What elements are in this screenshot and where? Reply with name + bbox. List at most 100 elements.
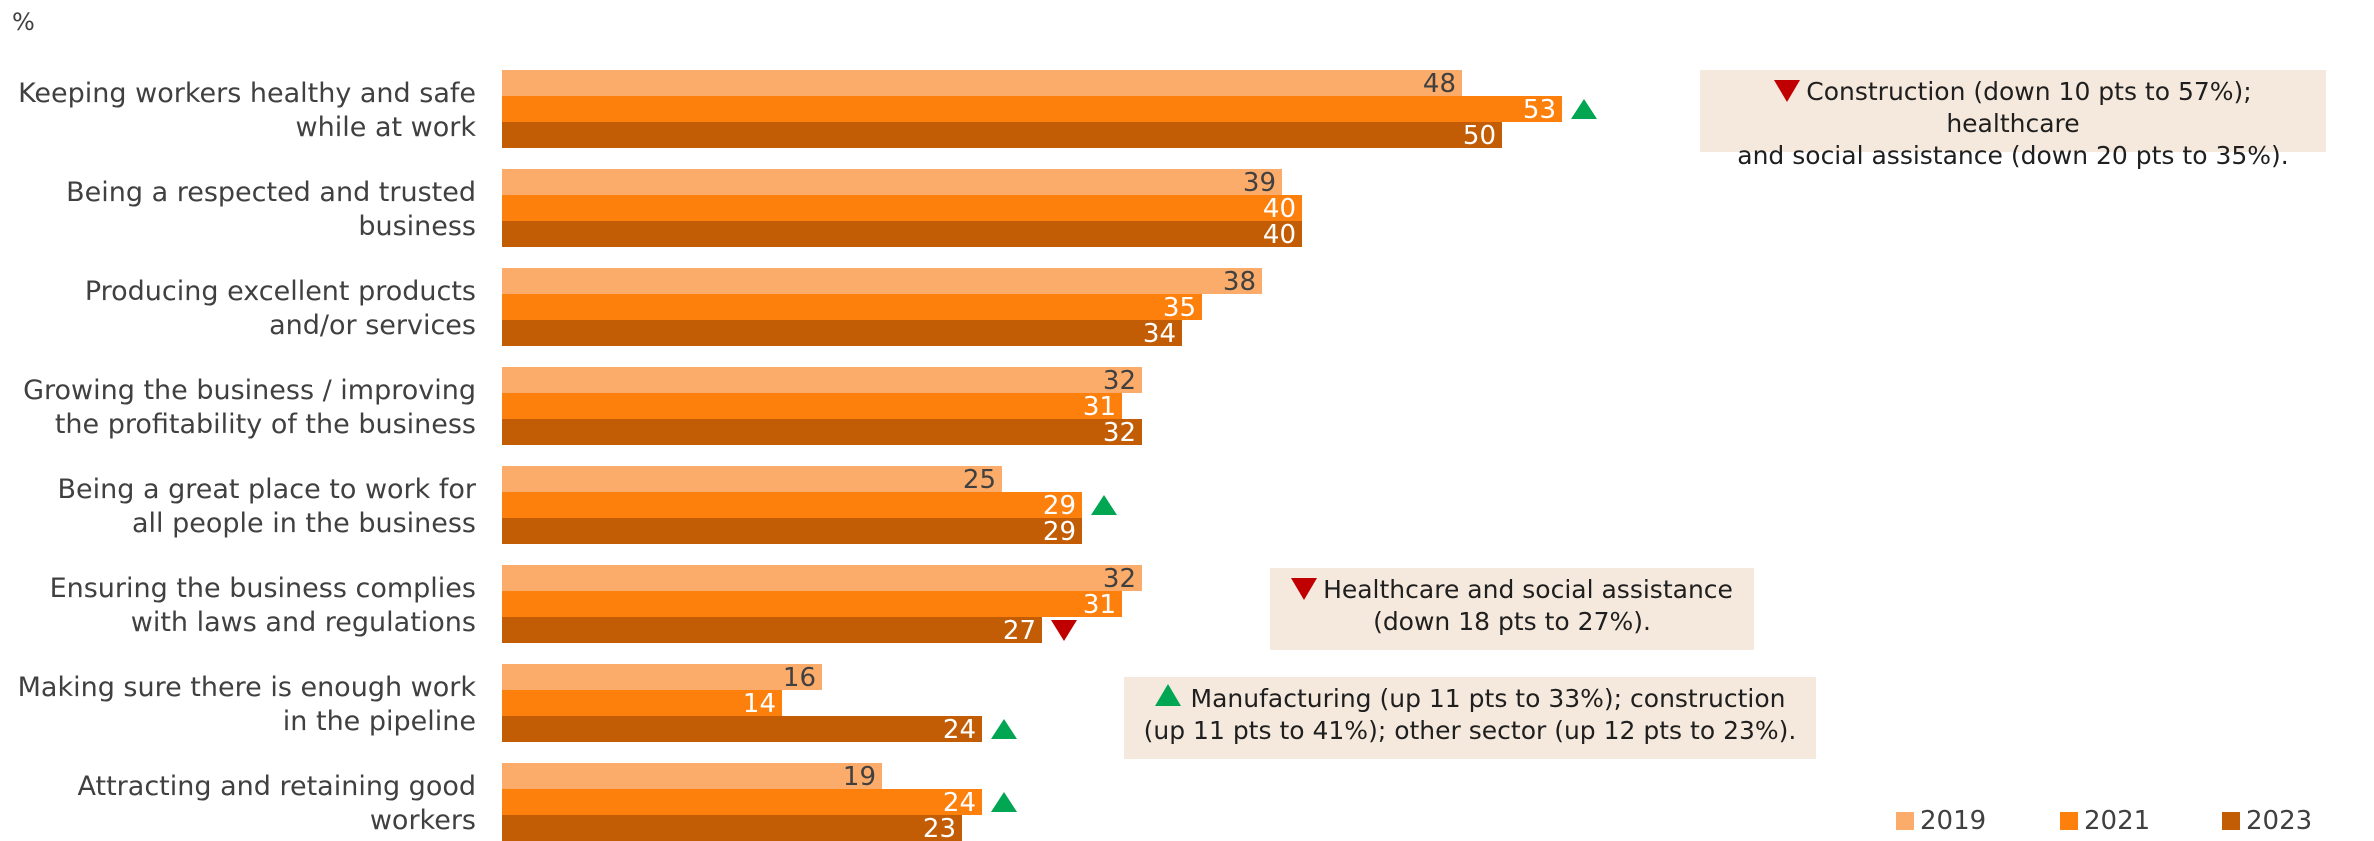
category-label: Growing the business / improving the prof… xyxy=(23,375,476,440)
up-triangle-icon xyxy=(1571,99,1597,119)
value-label-2021: 40 xyxy=(1263,194,1296,224)
up-triangle-icon xyxy=(1154,684,1181,706)
category-label: Making sure there is enough work in the p… xyxy=(18,672,477,737)
value-label-2021: 29 xyxy=(1043,491,1076,521)
value-label-2021: 24 xyxy=(943,788,976,818)
bar-2021 xyxy=(502,789,982,815)
bar-2023 xyxy=(502,617,1042,643)
value-label-2023: 40 xyxy=(1263,220,1296,250)
up-triangle-icon xyxy=(991,719,1017,739)
value-label-2019: 39 xyxy=(1243,168,1276,198)
up-triangle-icon xyxy=(991,792,1017,812)
bar-2019 xyxy=(502,268,1262,294)
category-labels: Keeping workers healthy and safe while at… xyxy=(18,78,477,836)
value-label-2019: 38 xyxy=(1223,267,1256,297)
bar-2019 xyxy=(502,664,822,690)
value-label-2023: 23 xyxy=(923,814,956,841)
category-label: Attracting and retaining good workers xyxy=(78,771,476,836)
value-label-2019: 16 xyxy=(783,663,816,693)
bar-2021 xyxy=(502,591,1122,617)
bar-2019 xyxy=(502,70,1462,96)
category-label-line: in the pipeline xyxy=(283,706,476,737)
annotation-box-1: Construction (down 10 pts to 57%); healt… xyxy=(1700,70,2326,170)
bar-2023 xyxy=(502,320,1182,346)
category-label-line: Being a respected and trusted xyxy=(66,177,476,208)
bar-2021 xyxy=(502,195,1302,221)
category-label-line: Ensuring the business complies xyxy=(50,573,476,604)
value-labels: 4853503940403835343231322529293231271614… xyxy=(743,69,1556,841)
category-label-line: business xyxy=(358,211,476,242)
legend-swatch-2019 xyxy=(1896,812,1914,830)
annotation-3-line-2: (up 11 pts to 41%); other sector (up 12 … xyxy=(1143,716,1797,745)
category-label-line: all people in the business xyxy=(132,508,476,539)
value-label-2023: 32 xyxy=(1103,418,1136,448)
legend-swatch-2021 xyxy=(2060,812,2078,830)
bar-2023 xyxy=(502,815,962,841)
down-triangle-icon xyxy=(1774,80,1801,102)
category-label: Producing excellent products and/or servi… xyxy=(85,276,476,341)
value-label-2019: 48 xyxy=(1423,69,1456,99)
value-label-2021: 35 xyxy=(1163,293,1196,323)
value-label-2023: 34 xyxy=(1143,319,1176,349)
category-label: Being a great place to work for all peopl… xyxy=(57,474,476,539)
category-label-line: Attracting and retaining good xyxy=(78,771,476,802)
annotation-box-3: Manufacturing (up 11 pts to 33%); constr… xyxy=(1124,677,1816,759)
up-triangle-icon xyxy=(1091,495,1117,515)
value-label-2019: 19 xyxy=(843,762,876,792)
category-label-line: Being a great place to work for xyxy=(57,474,476,505)
significance-markers xyxy=(991,99,1597,812)
legend-label-2019: 2019 xyxy=(1920,806,1987,836)
bar-2019 xyxy=(502,367,1142,393)
category-label-line: while at work xyxy=(296,112,477,143)
category-label-line: Growing the business / improving xyxy=(23,375,476,406)
bar-2021 xyxy=(502,96,1562,122)
bar-2021 xyxy=(502,492,1082,518)
value-label-2023: 24 xyxy=(943,715,976,745)
legend-item-2019: 2019 xyxy=(1896,806,1986,836)
category-label-line: Keeping workers healthy and safe xyxy=(18,78,476,109)
category-label: Keeping workers healthy and safe while at… xyxy=(18,78,476,143)
value-label-2019: 32 xyxy=(1103,564,1136,594)
legend-item-2021: 2021 xyxy=(2060,806,2150,836)
bar-2023 xyxy=(502,716,982,742)
down-triangle-icon xyxy=(1291,578,1318,600)
category-label-line: workers xyxy=(370,805,476,836)
category-label: Ensuring the business complies with laws … xyxy=(50,573,476,638)
value-label-2023: 29 xyxy=(1043,517,1076,547)
down-triangle-icon xyxy=(1051,620,1077,641)
bars xyxy=(502,70,1562,841)
legend-label-2023: 2023 xyxy=(2246,806,2313,836)
annotation-1-line-2: and social assistance (down 20 pts to 35… xyxy=(1737,141,2289,170)
annotation-2-line-1: Healthcare and social assistance xyxy=(1323,575,1733,604)
bar-2023 xyxy=(502,518,1082,544)
value-label-2021: 31 xyxy=(1083,590,1116,620)
bar-2019 xyxy=(502,763,882,789)
bar-2023 xyxy=(502,419,1142,445)
category-label-line: the profitability of the business xyxy=(55,409,476,440)
bar-2023 xyxy=(502,221,1302,247)
category-label: Being a respected and trusted business xyxy=(66,177,476,242)
value-label-2019: 25 xyxy=(963,465,996,495)
bar-2021 xyxy=(502,294,1202,320)
annotation-box-2: Healthcare and social assistance (down 1… xyxy=(1270,568,1754,650)
value-label-2021: 31 xyxy=(1083,392,1116,422)
bar-2021 xyxy=(502,690,782,716)
annotation-1-line-1: Construction (down 10 pts to 57%); healt… xyxy=(1806,77,2252,138)
annotation-3-line-1: Manufacturing (up 11 pts to 33%); constr… xyxy=(1190,684,1786,713)
value-label-2023: 50 xyxy=(1463,121,1496,151)
category-label-line: Making sure there is enough work xyxy=(18,672,477,703)
legend-swatch-2023 xyxy=(2222,812,2240,830)
bar-2021 xyxy=(502,393,1122,419)
unit-label: % xyxy=(12,8,35,36)
value-label-2021: 53 xyxy=(1523,95,1556,125)
annotation-2-line-2: (down 18 pts to 27%). xyxy=(1373,607,1651,636)
value-label-2023: 27 xyxy=(1003,616,1036,646)
legend-item-2023: 2023 xyxy=(2222,806,2312,836)
value-label-2021: 14 xyxy=(743,689,776,719)
category-label-line: Producing excellent products xyxy=(85,276,476,307)
legend-label-2021: 2021 xyxy=(2084,806,2151,836)
bar-2019 xyxy=(502,466,1002,492)
category-label-line: and/or services xyxy=(269,310,476,341)
bar-2023 xyxy=(502,122,1502,148)
